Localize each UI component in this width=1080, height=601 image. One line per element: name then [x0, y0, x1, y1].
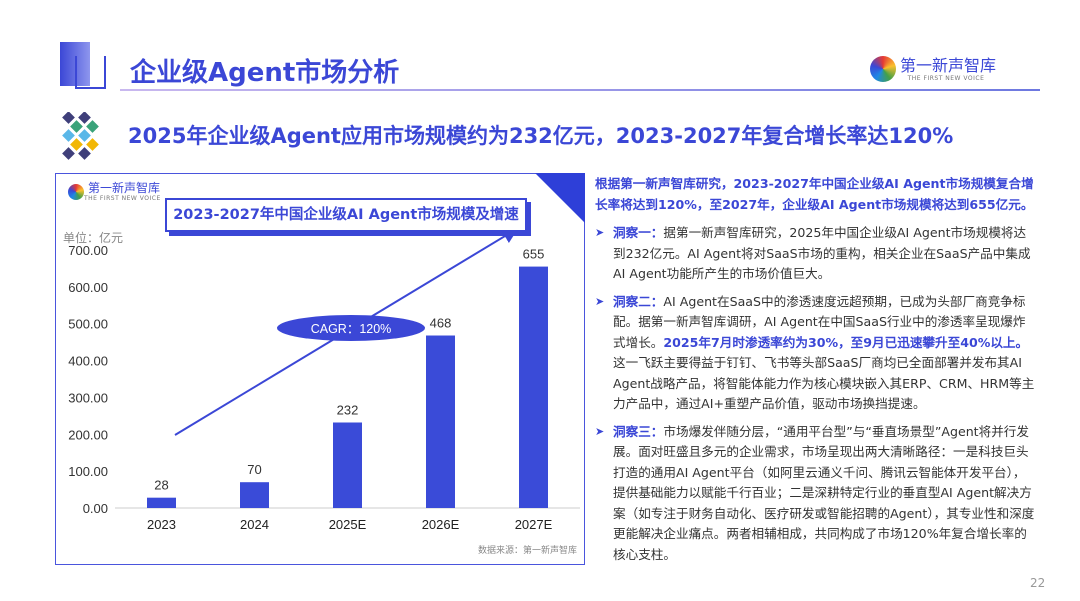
insight-1: ➤ 洞察一：据第一新声智库研究，2025年中国企业级AI Agent市场规模将达到… [595, 223, 1035, 285]
logo-subtext: THE FIRST NEW VOICE [907, 74, 985, 82]
y-tick-label: 600.00 [68, 280, 108, 295]
page-title: 企业级Agent市场分析 [130, 58, 400, 88]
x-tick-label: 2026E [422, 517, 460, 532]
logo-icon [68, 184, 84, 200]
slide-subtitle: 2025年企业级Agent应用市场规模约为232亿元，2023-2027年复合增… [128, 124, 954, 148]
data-label: 232 [337, 402, 359, 417]
chart-title: 2023-2027年中国企业级AI Agent市场规模及增速 [165, 198, 527, 232]
insights-panel: 根据第一新声智库研究，2023-2027年中国企业级AI Agent市场规模复合… [595, 174, 1035, 572]
brand-logo: 第一新声智库 THE FIRST NEW VOICE [870, 56, 996, 82]
x-tick-label: 2023 [147, 517, 176, 532]
unit-label: 单位：亿元 [63, 231, 124, 245]
diamond-pattern-icon [62, 112, 99, 160]
page-number: 22 [1030, 576, 1046, 590]
bar [426, 335, 455, 508]
bar [519, 266, 548, 508]
bar [240, 482, 269, 508]
data-label: 655 [523, 247, 545, 262]
arrow-bullet-icon: ➤ [595, 424, 605, 438]
bar [147, 497, 176, 508]
logo-text: 第一新声智库 [900, 55, 997, 75]
data-label: 28 [154, 478, 168, 493]
y-tick-label: 100.00 [68, 464, 108, 479]
logo-text: 第一新声智库 [88, 181, 161, 195]
arrow-bullet-icon: ➤ [595, 294, 605, 308]
data-label: 70 [247, 462, 261, 477]
bar-chart: 0.00 100.00 200.00 300.00 400.00 500.00 600.00… [68, 230, 580, 532]
insight-3: ➤ 洞察三：市场爆发伴随分层，“通用平台型”与“垂直场景型”Agent将并行发展。… [595, 422, 1035, 566]
lead-text: 根据第一新声智库研究，2023-2027年中国企业级AI Agent市场规模复合… [595, 176, 1034, 212]
y-tick-label: 0.00 [83, 501, 108, 516]
insight-text: AI Agent在SaaS中的渗透速度远超预期，已成为头部厂商竞争标配。据第一新… [613, 293, 1026, 350]
logo-icon [870, 56, 896, 82]
panel-corner-decoration [535, 173, 585, 223]
bar [333, 422, 362, 508]
chart-panel [55, 173, 585, 565]
logo-subtext: THE FIRST NEW VOICE [84, 195, 161, 202]
insight-highlight: 2025年7月时渗透率约为30%，至9月已迅速攀升至40%以上。 [663, 334, 1029, 350]
arrow-bullet-icon: ➤ [595, 226, 605, 239]
x-tick-label: 2027E [515, 517, 553, 532]
y-tick-label: 200.00 [68, 427, 108, 442]
title-decoration-frame [75, 56, 106, 89]
data-label: 468 [430, 316, 452, 331]
x-tick-label: 2024 [240, 517, 269, 532]
insight-2: ➤ 洞察二：AI Agent在SaaS中的渗透速度远超预期，已成为头部厂商竞争标配… [595, 292, 1035, 415]
title-decoration-line [75, 56, 77, 89]
insight-label: 洞察三： [613, 423, 664, 439]
y-tick-label: 400.00 [68, 354, 108, 369]
y-tick-label: 700.00 [68, 243, 108, 258]
insight-label: 洞察一： [613, 225, 664, 240]
y-tick-label: 500.00 [68, 317, 108, 332]
insight-text: 市场爆发伴随分层，“通用平台型”与“垂直场景型”Agent将并行发展。面对旺盛且… [613, 423, 1035, 562]
insight-text-2: 这一飞跃主要得益于钉钉、飞书等头部SaaS厂商均已全面部署并发布其AI Agen… [613, 355, 1035, 411]
insight-label: 洞察二： [613, 293, 664, 309]
y-tick-label: 300.00 [68, 390, 108, 405]
cagr-badge [277, 315, 425, 341]
x-tick-label: 2025E [329, 517, 367, 532]
chart-logo: 第一新声智库 THE FIRST NEW VOICE [68, 182, 161, 202]
data-source: 数据来源：第一新声智库 [478, 546, 578, 556]
cagr-label: CAGR：120% [311, 322, 392, 336]
insight-text: 据第一新声智库研究，2025年中国企业级AI Agent市场规模将达到232亿元… [613, 225, 1031, 281]
title-divider [120, 89, 1040, 91]
